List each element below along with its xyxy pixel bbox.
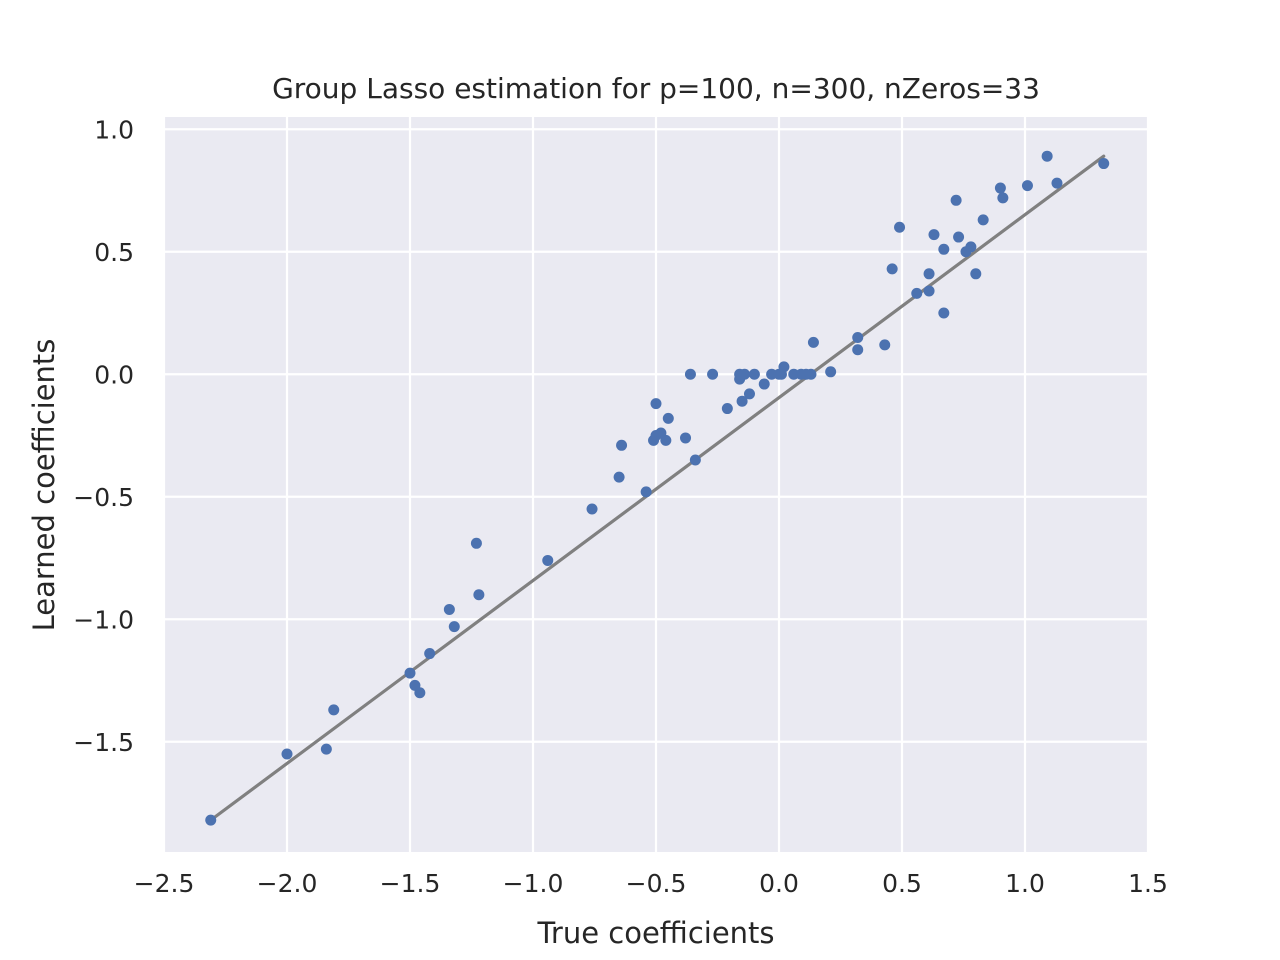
data-point <box>970 268 982 280</box>
data-point <box>923 285 935 297</box>
data-point <box>736 395 748 407</box>
data-point <box>852 332 864 343</box>
x-tick-label: 0.0 <box>759 869 799 898</box>
data-point <box>739 368 751 380</box>
data-point <box>953 231 965 243</box>
data-point <box>640 486 652 498</box>
data-point <box>923 268 935 280</box>
data-point <box>414 687 426 699</box>
data-point <box>616 439 628 451</box>
x-tick-label: −2.5 <box>134 869 195 898</box>
data-point <box>950 194 962 206</box>
data-point <box>1041 150 1053 162</box>
data-point <box>805 368 817 380</box>
y-tick-label: 0.0 <box>94 360 134 389</box>
data-point <box>443 603 455 615</box>
y-axis-label: Learned coefficients <box>27 339 61 632</box>
grid-lines <box>162 117 1150 852</box>
data-point <box>424 648 436 660</box>
data-points <box>205 150 1110 826</box>
data-point <box>938 307 950 319</box>
data-point <box>758 378 770 390</box>
data-point <box>938 243 950 255</box>
x-axis-label: True coefficients <box>536 916 774 950</box>
x-tick-label: −0.5 <box>626 869 687 898</box>
data-point <box>281 748 293 760</box>
data-point <box>1098 158 1110 170</box>
data-point <box>320 743 332 755</box>
data-point <box>328 704 340 716</box>
x-tick-label: −2.0 <box>257 869 318 898</box>
y-tick-label: −1.0 <box>73 605 134 634</box>
data-point <box>680 432 692 444</box>
data-point <box>911 287 923 299</box>
data-point <box>807 336 819 348</box>
data-point <box>879 339 891 351</box>
data-point <box>825 366 837 378</box>
data-point <box>586 503 598 515</box>
x-tick-label: −1.0 <box>503 869 564 898</box>
chart-title: Group Lasso estimation for p=100, n=300,… <box>272 72 1040 105</box>
y-tick-label: 0.5 <box>94 238 134 267</box>
data-point <box>994 182 1006 194</box>
y-tick-labels: −1.5 −1.0 −0.5 0.0 0.5 1.0 <box>73 115 134 757</box>
data-point <box>977 214 989 226</box>
data-point <box>886 263 898 275</box>
x-tick-labels: −2.5 −2.0 −1.5 −1.0 −0.5 0.0 0.5 1.0 1.5 <box>134 869 1168 898</box>
data-point <box>404 667 416 679</box>
data-point <box>852 344 864 356</box>
x-tick-label: 1.0 <box>1005 869 1045 898</box>
data-point <box>997 192 1009 204</box>
x-tick-label: 1.5 <box>1128 869 1168 898</box>
x-tick-label: −1.5 <box>380 869 441 898</box>
data-point <box>613 471 625 483</box>
reference-line <box>209 154 1106 822</box>
data-point <box>660 434 672 446</box>
data-point <box>965 241 977 253</box>
data-point <box>662 412 674 424</box>
data-point <box>470 537 482 549</box>
y-tick-label: −0.5 <box>73 483 134 512</box>
data-point <box>743 388 755 400</box>
data-point <box>1051 177 1063 189</box>
data-point <box>894 221 906 233</box>
data-point <box>778 361 790 373</box>
data-point <box>448 621 460 633</box>
y-tick-label: 1.0 <box>94 115 134 144</box>
data-point <box>748 368 760 380</box>
y-tick-label: −1.5 <box>73 728 134 757</box>
data-point <box>928 229 940 241</box>
data-point <box>1021 180 1033 192</box>
data-point <box>650 398 662 410</box>
data-point <box>205 814 217 826</box>
data-point <box>707 368 719 380</box>
data-point <box>684 368 696 380</box>
data-point <box>689 454 701 466</box>
x-tick-label: 0.5 <box>882 869 922 898</box>
data-point <box>542 554 554 566</box>
data-point <box>721 403 733 415</box>
data-point <box>473 589 485 601</box>
